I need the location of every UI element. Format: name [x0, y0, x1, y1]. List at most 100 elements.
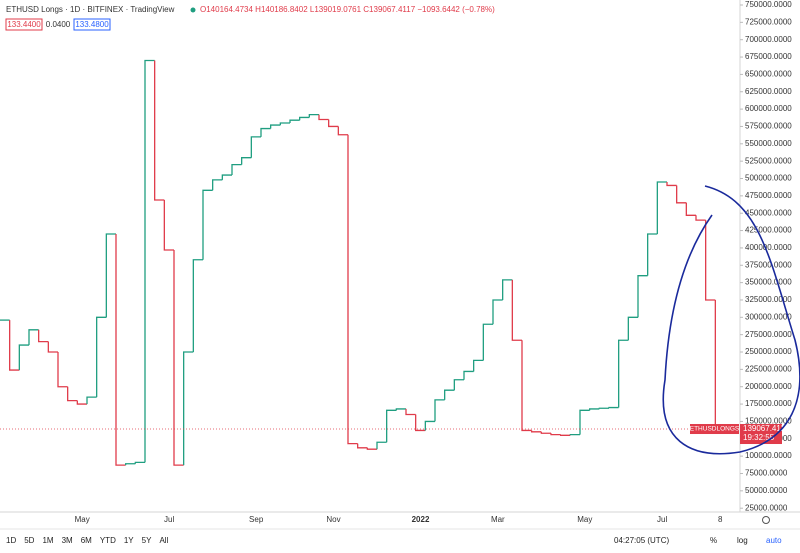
range-button[interactable]: All — [159, 536, 168, 545]
range-button[interactable]: 5D — [24, 536, 34, 545]
y-tick-label: 450000.0000 — [745, 208, 792, 217]
price-step — [444, 389, 455, 400]
x-tick-label: Jul — [164, 515, 174, 524]
price-step — [241, 157, 252, 165]
y-tick-label: 525000.0000 — [745, 156, 792, 165]
price-step — [685, 202, 696, 216]
percent-toggle[interactable]: % — [710, 536, 717, 545]
settings-icon[interactable] — [762, 516, 770, 524]
clock: 04:27:05 (UTC) — [614, 536, 669, 545]
range-button[interactable]: 3M — [62, 536, 73, 545]
hand-drawn-ellipse — [662, 185, 800, 455]
price-step — [96, 316, 107, 398]
y-tick-label: 325000.0000 — [745, 295, 792, 304]
price-step — [608, 406, 619, 409]
range-button[interactable]: 1D — [6, 536, 16, 545]
price-step — [366, 447, 377, 450]
symbol-title: ETHUSD Longs · 1D · BITFINEX · TradingVi… — [6, 5, 175, 14]
price-step — [57, 352, 68, 388]
bid-box[interactable] — [5, 18, 43, 31]
y-tick-label: 200000.0000 — [745, 382, 792, 391]
price-step — [424, 420, 435, 431]
plot: 750000.0000 725000.0000 700000.0000 675000.… — [0, 0, 792, 524]
price-step — [144, 59, 155, 463]
price-step — [221, 174, 232, 180]
range-button[interactable]: 6M — [81, 536, 92, 545]
price-step — [434, 399, 445, 422]
countdown: 19:32:55 — [743, 433, 775, 442]
price-step — [67, 386, 78, 402]
y-tick-label: 700000.0000 — [745, 35, 792, 44]
x-tick-label: Jul — [657, 515, 667, 524]
price-step — [666, 181, 677, 187]
y-tick-label: 350000.0000 — [745, 278, 792, 287]
y-tick-label: 175000.0000 — [745, 399, 792, 408]
price-step — [28, 329, 39, 346]
price-step — [676, 185, 687, 204]
y-tick-label: 500000.0000 — [745, 174, 792, 183]
y-tick-label: 600000.0000 — [745, 104, 792, 113]
price-step — [163, 200, 174, 251]
price-step — [376, 441, 387, 450]
range-button[interactable]: 1M — [42, 536, 53, 545]
price-step — [289, 119, 300, 123]
y-tick-label: 50000.0000 — [745, 486, 788, 495]
price-step — [579, 409, 590, 435]
range-button[interactable]: YTD — [100, 536, 116, 545]
y-tick-label: 100000.0000 — [745, 451, 792, 460]
price-step — [337, 126, 348, 136]
auto-toggle[interactable]: auto — [766, 536, 782, 545]
price-step — [482, 323, 493, 361]
price-step — [105, 233, 116, 318]
price-step — [357, 443, 368, 449]
price-step — [279, 122, 290, 126]
y-tick-label: 675000.0000 — [745, 52, 792, 61]
y-tick-label: 725000.0000 — [745, 17, 792, 26]
price-step — [511, 279, 522, 341]
y-tick-label: 225000.0000 — [745, 364, 792, 373]
y-tick-label: 750000.0000 — [745, 0, 792, 9]
symbol-label: ETHUSDLONGS — [690, 426, 740, 433]
price-step — [47, 341, 58, 353]
y-tick-label: 475000.0000 — [745, 191, 792, 200]
price-step — [328, 119, 339, 128]
price-step — [395, 408, 406, 411]
y-tick-label: 625000.0000 — [745, 87, 792, 96]
spread: 0.0400 — [46, 20, 71, 29]
price-step — [299, 116, 310, 121]
price-step — [531, 430, 542, 433]
price-step — [18, 344, 29, 371]
x-tick-label: Sep — [249, 515, 264, 524]
price-step — [260, 127, 271, 137]
y-tick-label: 250000.0000 — [745, 347, 792, 356]
price-step — [521, 340, 532, 432]
price-step — [598, 407, 609, 409]
price-step — [250, 136, 261, 158]
x-tick-label: Mar — [491, 515, 505, 524]
price-step — [308, 114, 319, 118]
price-step — [550, 433, 561, 436]
log-toggle[interactable]: log — [737, 536, 748, 545]
ask-box[interactable] — [73, 18, 111, 31]
price-step — [656, 181, 667, 235]
x-tick-label: 8 — [718, 515, 723, 524]
price-step — [627, 316, 638, 341]
price-label: 139067.4117 — [743, 424, 790, 433]
price-step — [231, 163, 242, 176]
price-step — [386, 409, 397, 443]
price-step — [115, 234, 126, 466]
price-step — [502, 279, 513, 300]
price-step — [202, 189, 213, 260]
price-step — [618, 339, 629, 408]
y-tick-label: 150000.0000 — [745, 417, 792, 426]
status-dot — [190, 7, 196, 13]
price-step — [183, 351, 194, 466]
y-tick-label: 425000.0000 — [745, 226, 792, 235]
price-step — [473, 359, 484, 372]
range-button[interactable]: 1Y — [124, 536, 134, 545]
y-tick-label: 275000.0000 — [745, 330, 792, 339]
range-button[interactable]: 5Y — [142, 536, 152, 545]
price-step — [154, 60, 165, 201]
